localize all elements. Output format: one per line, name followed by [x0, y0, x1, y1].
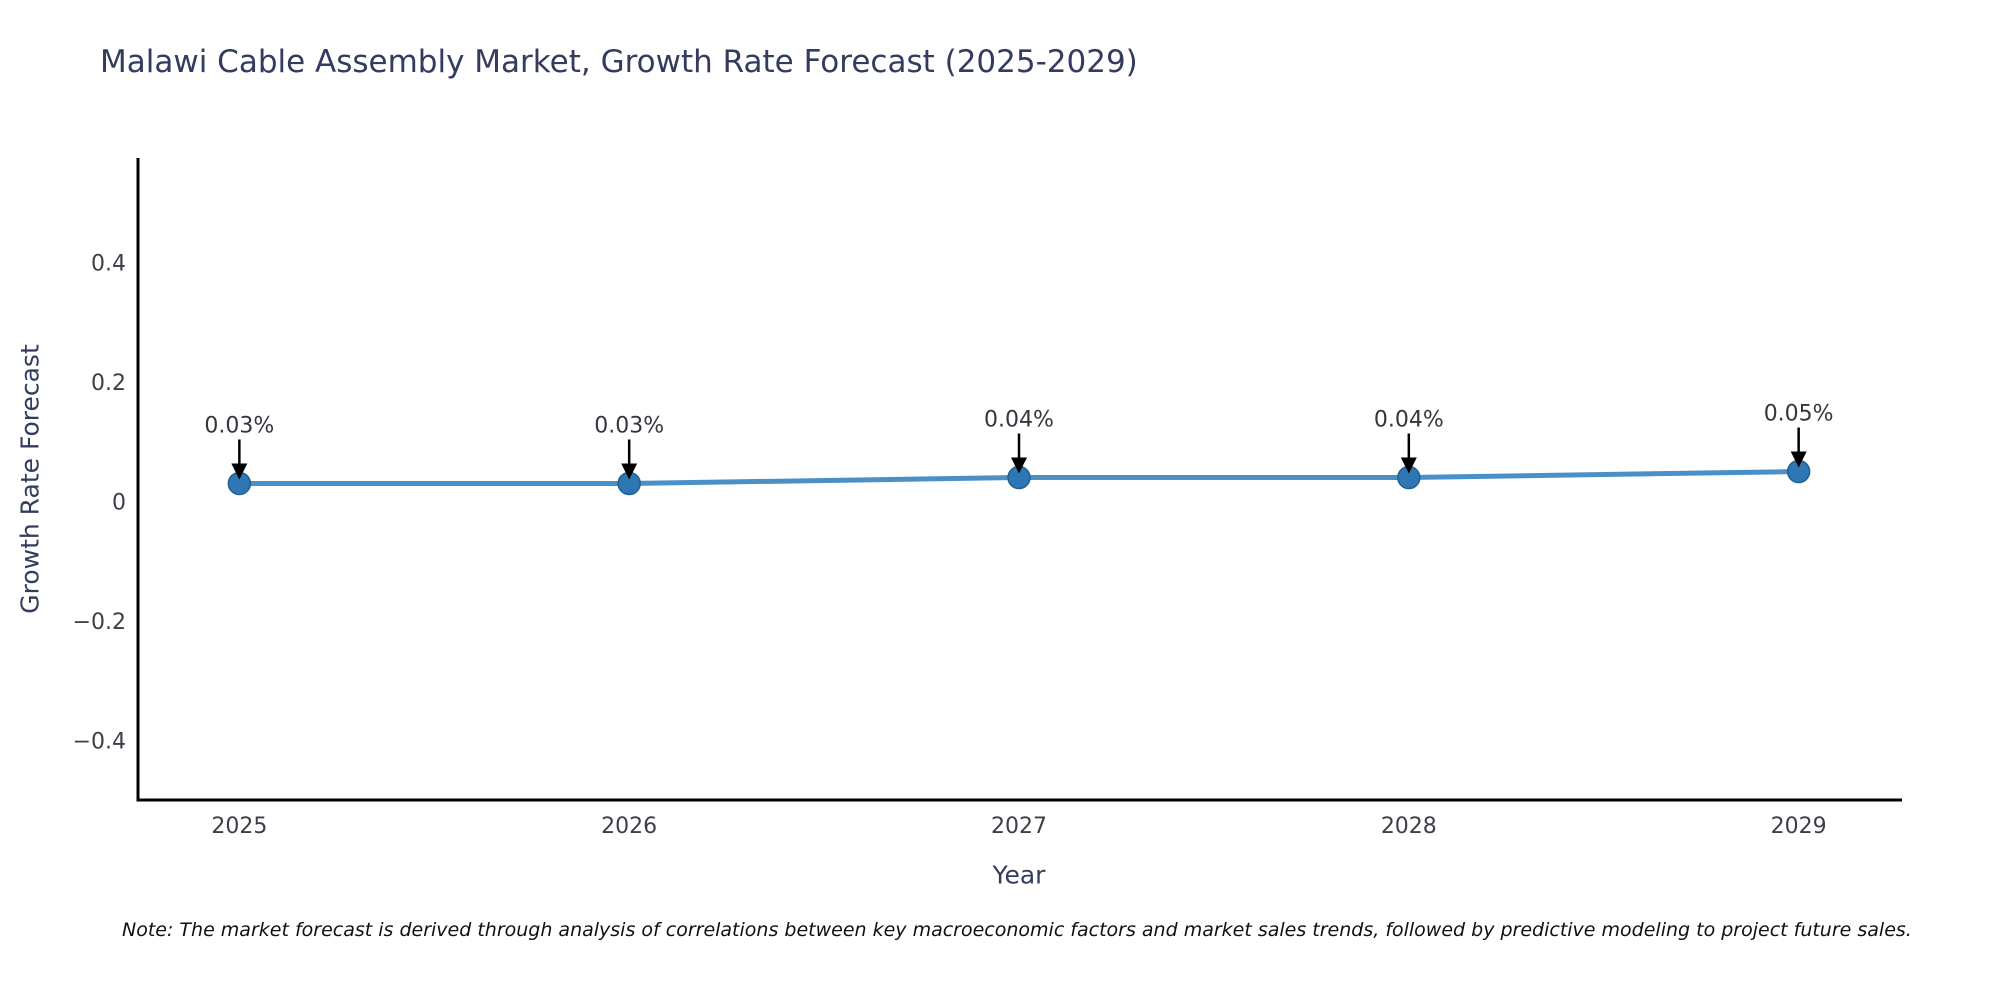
y-tick-label: 0.2	[91, 371, 126, 396]
footnote: Note: The market forecast is derived thr…	[122, 919, 1912, 941]
y-tick-label: 0	[112, 490, 126, 515]
x-tick-label: 2028	[1381, 814, 1437, 839]
data-point-label: 0.03%	[204, 413, 274, 438]
y-tick-label: 0.4	[91, 252, 126, 277]
data-point-label: 0.03%	[594, 413, 664, 438]
x-tick-label: 2026	[601, 814, 657, 839]
data-point-label: 0.04%	[984, 408, 1054, 433]
data-point-label: 0.05%	[1764, 402, 1834, 427]
annotation-arrowhead	[231, 463, 248, 480]
annotation-arrowhead	[1011, 457, 1027, 474]
y-tick-label: −0.4	[73, 729, 126, 754]
x-axis-label: Year	[992, 860, 1046, 890]
y-tick-label: −0.2	[73, 610, 126, 635]
annotation-arrowhead	[621, 463, 638, 480]
data-point-label: 0.04%	[1374, 408, 1444, 433]
x-tick-label: 2027	[991, 814, 1047, 839]
annotation-arrowhead	[1790, 451, 1807, 468]
x-tick-label: 2029	[1771, 814, 1827, 839]
x-tick-label: 2025	[211, 814, 267, 839]
annotation-arrowhead	[1400, 457, 1417, 474]
chart-title: Malawi Cable Assembly Market, Growth Rat…	[100, 44, 1138, 80]
